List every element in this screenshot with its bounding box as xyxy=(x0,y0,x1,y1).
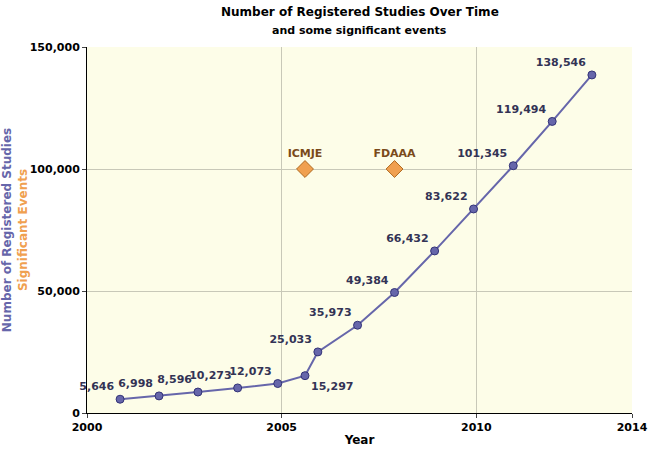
svg-text:2005: 2005 xyxy=(266,421,297,434)
svg-text:8,596: 8,596 xyxy=(157,373,192,386)
svg-text:50,000: 50,000 xyxy=(37,285,80,298)
svg-text:100,000: 100,000 xyxy=(30,163,80,176)
svg-text:10,273: 10,273 xyxy=(189,369,231,382)
svg-text:Year: Year xyxy=(344,433,375,447)
svg-text:15,297: 15,297 xyxy=(311,380,353,393)
svg-text:138,546: 138,546 xyxy=(536,56,586,69)
svg-text:Number of Registered Studies O: Number of Registered Studies Over Time xyxy=(221,5,499,19)
svg-text:83,622: 83,622 xyxy=(425,190,467,203)
svg-text:and some significant events: and some significant events xyxy=(272,24,447,37)
svg-text:0: 0 xyxy=(72,407,80,420)
svg-text:2010: 2010 xyxy=(461,421,492,434)
svg-text:101,345: 101,345 xyxy=(457,147,507,160)
svg-text:150,000: 150,000 xyxy=(30,41,80,54)
svg-text:2000: 2000 xyxy=(72,421,103,434)
svg-text:Number of Registered StudiesSi: Number of Registered StudiesSignificant … xyxy=(0,128,30,332)
svg-text:119,494: 119,494 xyxy=(496,103,546,116)
svg-text:25,033: 25,033 xyxy=(269,333,311,346)
svg-text:ICMJE: ICMJE xyxy=(288,147,323,160)
svg-text:2014: 2014 xyxy=(617,421,648,434)
svg-text:12,073: 12,073 xyxy=(229,365,271,378)
svg-text:5,646: 5,646 xyxy=(79,380,114,393)
svg-text:6,998: 6,998 xyxy=(118,377,153,390)
svg-text:35,973: 35,973 xyxy=(309,306,351,319)
svg-text:49,384: 49,384 xyxy=(346,274,389,287)
svg-text:FDAAA: FDAAA xyxy=(373,147,416,160)
svg-text:66,432: 66,432 xyxy=(386,232,428,245)
